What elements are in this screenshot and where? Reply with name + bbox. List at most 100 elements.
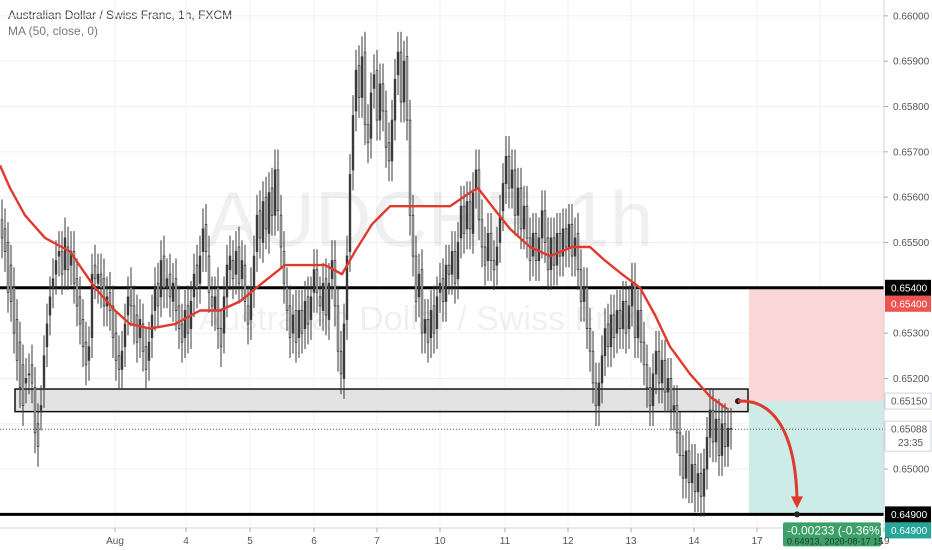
take-profit-zone <box>749 401 884 515</box>
candle <box>564 208 568 268</box>
candle-body <box>159 260 163 298</box>
candle <box>492 240 496 291</box>
candle-body <box>279 214 283 248</box>
candle-body <box>51 278 55 289</box>
candle-body <box>417 273 421 298</box>
price-tick-label: 0.65300 <box>893 329 930 340</box>
candle <box>261 181 265 263</box>
arrow-curve <box>737 399 799 499</box>
candle <box>201 208 205 272</box>
candle-body <box>45 323 49 348</box>
candle <box>357 45 361 118</box>
candle-body <box>180 323 184 343</box>
candle-body <box>18 341 22 388</box>
candle-body <box>24 378 28 384</box>
candle <box>48 276 52 336</box>
time-tick-label: 4 <box>183 536 189 547</box>
candle-body <box>456 242 460 280</box>
candle <box>240 240 244 300</box>
candle <box>30 344 34 404</box>
candle-body <box>495 246 499 266</box>
candle-body <box>54 260 58 275</box>
candle <box>576 213 580 291</box>
candle-body <box>591 350 595 384</box>
candle <box>408 99 412 236</box>
candle-body <box>402 60 406 103</box>
candle-body <box>531 233 535 257</box>
candle <box>657 330 661 404</box>
candle <box>309 276 313 340</box>
candle <box>588 308 592 372</box>
candle <box>435 276 439 349</box>
target-price-badge: 0.64900 <box>885 522 931 539</box>
price-tick-label: 0.65700 <box>893 147 930 158</box>
candle <box>63 217 67 291</box>
candle-body <box>291 314 295 334</box>
candle-body <box>150 314 154 339</box>
candle-body <box>618 310 622 329</box>
time-tick-label: 19 <box>878 536 890 547</box>
candle-body <box>654 350 658 375</box>
candle <box>600 335 604 404</box>
candle-body <box>81 319 85 348</box>
time-tick-label: 13 <box>625 536 637 547</box>
candle <box>6 222 10 313</box>
candle-body <box>723 423 727 447</box>
candle <box>447 244 451 295</box>
candle-body <box>381 83 385 112</box>
candle <box>231 240 235 300</box>
level-badge-lower-text: 0.64900 <box>891 510 928 521</box>
candle-body <box>117 355 121 370</box>
candle <box>558 213 562 277</box>
candle-body <box>459 205 463 239</box>
candle-body <box>396 51 400 76</box>
candle <box>639 290 643 363</box>
candle <box>582 267 586 322</box>
candle <box>300 290 304 354</box>
candle <box>483 226 487 286</box>
candle <box>453 231 457 304</box>
candle <box>627 285 631 349</box>
candle-body <box>366 124 370 144</box>
candle-body <box>258 210 262 239</box>
candle <box>366 104 370 164</box>
candle-body <box>408 119 412 216</box>
candle-body <box>468 201 472 230</box>
candle <box>609 294 613 368</box>
position-pnl-label: -0.00233 (-0.36%)0.64913, 2020-08-17 15 <box>783 522 884 547</box>
candle-body <box>264 196 268 230</box>
candle <box>456 222 460 300</box>
candle-body <box>708 409 712 438</box>
candle <box>168 253 172 318</box>
candle <box>426 299 430 363</box>
candle <box>69 231 73 286</box>
candle-body <box>570 223 574 257</box>
candle <box>171 262 175 322</box>
candle-body <box>678 432 682 456</box>
candle <box>633 262 637 359</box>
candle <box>114 312 118 381</box>
candle-body <box>123 323 127 348</box>
candle <box>255 194 259 272</box>
candle-body <box>411 214 415 257</box>
candle <box>663 339 667 413</box>
candle-body <box>525 205 529 239</box>
pnl-detail-text: 0.64913, 2020-08-17 15 <box>787 536 883 546</box>
candle <box>651 353 655 427</box>
candle <box>60 231 64 295</box>
candle-body <box>528 237 532 262</box>
candle <box>507 135 511 209</box>
candle <box>510 149 514 209</box>
candle-body <box>93 264 97 280</box>
candle-body <box>465 201 469 230</box>
candle-body <box>681 455 685 479</box>
candle <box>678 412 682 476</box>
arrow-head <box>791 496 803 509</box>
candle <box>78 276 82 345</box>
candle <box>690 444 694 504</box>
candle <box>648 367 652 427</box>
candle-body <box>537 237 541 262</box>
candle <box>363 31 367 146</box>
candle-body <box>255 214 259 252</box>
